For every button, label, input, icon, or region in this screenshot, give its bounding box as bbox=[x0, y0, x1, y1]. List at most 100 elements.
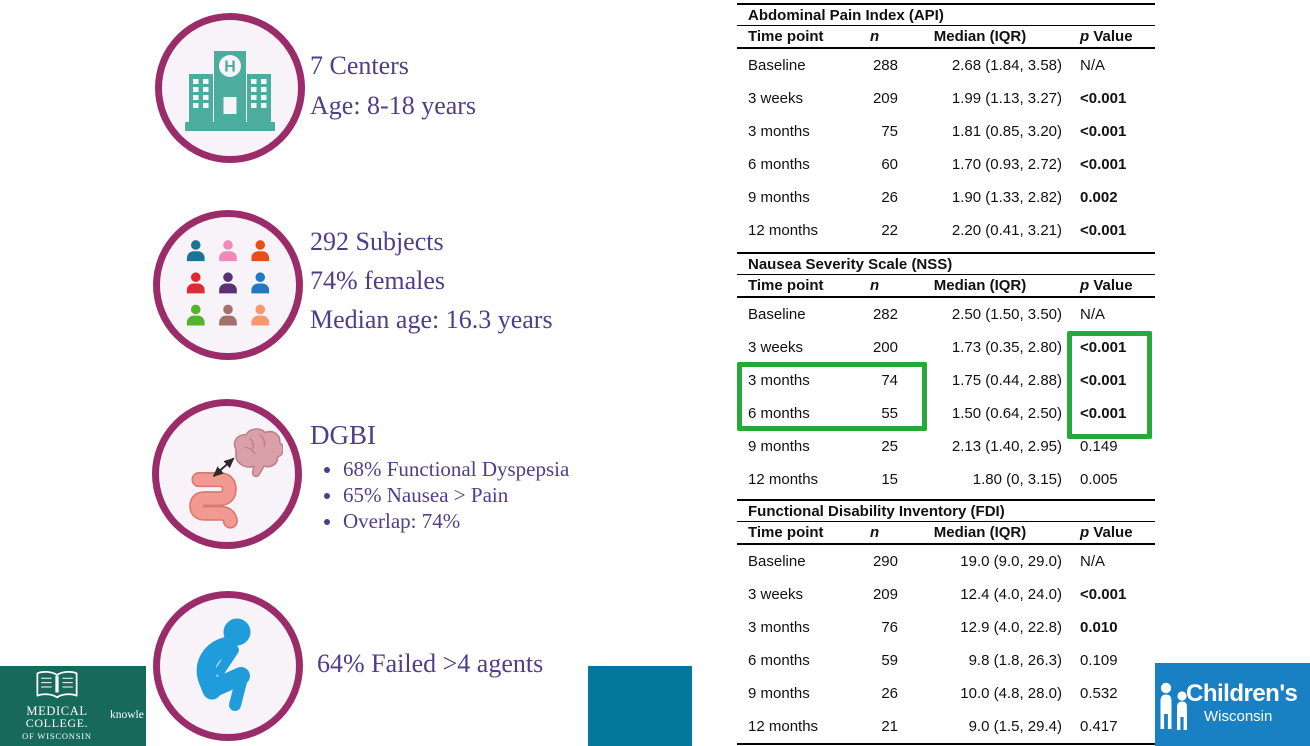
cell-time-point: 3 months bbox=[748, 372, 810, 389]
table-header-row: Time point n Median (IQR) p Value bbox=[737, 275, 1155, 298]
dgbi-text-block: DGBI 68% Functional Dyspepsia 65% Nausea… bbox=[310, 420, 569, 534]
childrens-wisconsin-logo-block: Children's Wisconsin bbox=[1155, 663, 1310, 746]
column-header-median-iqr: Median (IQR) bbox=[933, 277, 1027, 294]
cell-n: 55 bbox=[881, 405, 898, 422]
cell-p-value: <0.001 bbox=[1080, 156, 1127, 173]
cell-n: 60 bbox=[881, 156, 898, 173]
cell-p-value: <0.001 bbox=[1080, 339, 1127, 356]
median-age: Median age: 16.3 years bbox=[310, 305, 553, 334]
subjects-text-block: 292 Subjects 74% females Median age: 16.… bbox=[310, 222, 553, 339]
column-header-median-iqr: Median (IQR) bbox=[933, 524, 1027, 541]
highlight-box-nss-3-6-month-rows bbox=[737, 362, 927, 431]
cell-n: 26 bbox=[881, 685, 898, 702]
people-grid-icon bbox=[186, 240, 270, 326]
cell-time-point: 3 weeks bbox=[748, 586, 804, 603]
highlight-box-nss-p-values bbox=[1067, 331, 1152, 439]
cell-median-iqr: 2.50 (1.50, 3.50) bbox=[951, 306, 1062, 323]
table-row: 3 months 75 1.81 (0.85, 3.20) <0.001 bbox=[737, 115, 1155, 148]
table-row: 3 weeks 209 12.4 (4.0, 24.0) <0.001 bbox=[737, 578, 1155, 611]
cell-median-iqr: 12.4 (4.0, 24.0) bbox=[960, 586, 1062, 603]
childrens-logo-name: Children's bbox=[1186, 680, 1298, 707]
people-grid-icon-circle bbox=[153, 210, 303, 360]
cell-time-point: 6 months bbox=[748, 652, 810, 669]
cell-n: 21 bbox=[881, 718, 898, 735]
cell-median-iqr: 1.73 (0.35, 2.80) bbox=[951, 339, 1062, 356]
cell-n: 76 bbox=[881, 619, 898, 636]
cell-time-point: 12 months bbox=[748, 222, 819, 239]
cell-n: 25 bbox=[881, 438, 898, 455]
failed-agents: 64% Failed >4 agents bbox=[317, 649, 544, 678]
column-header-p-value: p Value bbox=[1080, 28, 1133, 45]
column-header-median-iqr: Median (IQR) bbox=[933, 28, 1027, 45]
column-header-time-point: Time point bbox=[748, 28, 824, 45]
table-row: 3 weeks 200 1.73 (0.35, 2.80) <0.001 bbox=[737, 331, 1155, 364]
results-tables: Abdominal Pain Index (API) Time point n … bbox=[737, 0, 1155, 746]
failed-agents-text-block: 64% Failed >4 agents bbox=[317, 648, 543, 680]
cell-p-value: <0.001 bbox=[1080, 123, 1127, 140]
table-header-row: Time point n Median (IQR) p Value bbox=[737, 26, 1155, 49]
cell-p-value: <0.001 bbox=[1080, 222, 1127, 239]
cell-time-point: 9 months bbox=[748, 438, 810, 455]
table-row: Baseline 290 19.0 (9.0, 29.0) N/A bbox=[737, 545, 1155, 578]
column-header-time-point: Time point bbox=[748, 524, 824, 541]
cell-n: 200 bbox=[872, 339, 898, 356]
table-row: 6 months 59 9.8 (1.8, 26.3) 0.109 bbox=[737, 644, 1155, 677]
cell-median-iqr: 9.0 (1.5, 29.4) bbox=[968, 718, 1062, 735]
table-row: Baseline 282 2.50 (1.50, 3.50) N/A bbox=[737, 298, 1155, 331]
cell-p-value: 0.532 bbox=[1080, 685, 1118, 702]
table-section: Nausea Severity Scale (NSS) Time point n… bbox=[737, 252, 1155, 496]
crouched-person-icon-circle bbox=[153, 591, 303, 741]
subjects-count: 292 Subjects bbox=[310, 227, 444, 256]
crouched-person-icon bbox=[196, 618, 251, 711]
table-row: 9 months 26 10.0 (4.8, 28.0) 0.532 bbox=[737, 677, 1155, 710]
table-header-row: Time point n Median (IQR) p Value bbox=[737, 522, 1155, 545]
table-rows: Baseline 282 2.50 (1.50, 3.50) N/A 3 weeks 20… bbox=[737, 298, 1155, 496]
table-row: 12 months 22 2.20 (0.41, 3.21) <0.001 bbox=[737, 214, 1155, 247]
dgbi-bullet: Overlap: 74% bbox=[343, 508, 569, 534]
table-row: 6 months 55 1.50 (0.64, 2.50) <0.001 bbox=[737, 397, 1155, 430]
hospital-icon-circle: H bbox=[155, 13, 305, 163]
cell-median-iqr: 2.13 (1.40, 2.95) bbox=[951, 438, 1062, 455]
brain-gut-icon bbox=[189, 428, 283, 529]
dgbi-heading: DGBI bbox=[310, 420, 376, 450]
cell-n: 288 bbox=[872, 57, 898, 74]
cell-p-value: <0.001 bbox=[1080, 90, 1127, 107]
cell-p-value: 0.010 bbox=[1080, 619, 1118, 636]
column-header-p-value: p Value bbox=[1080, 524, 1133, 541]
table-section: Abdominal Pain Index (API) Time point n … bbox=[737, 3, 1155, 247]
brain-gut-icon-circle bbox=[152, 399, 302, 549]
cell-time-point: Baseline bbox=[748, 553, 806, 570]
cell-median-iqr: 1.80 (0, 3.15) bbox=[972, 471, 1062, 488]
cell-median-iqr: 1.75 (0.44, 2.88) bbox=[951, 372, 1062, 389]
cell-time-point: Baseline bbox=[748, 306, 806, 323]
childrens-logo-region: Wisconsin bbox=[1204, 708, 1273, 725]
cell-median-iqr: 2.20 (0.41, 3.21) bbox=[951, 222, 1062, 239]
cell-time-point: 12 months bbox=[748, 471, 819, 488]
dgbi-bullet-list: 68% Functional Dyspepsia 65% Nausea > Pa… bbox=[310, 456, 569, 534]
cell-median-iqr: 1.90 (1.33, 2.82) bbox=[951, 189, 1062, 206]
cell-time-point: Baseline bbox=[748, 57, 806, 74]
cell-p-value: <0.001 bbox=[1080, 586, 1127, 603]
column-header-n: n bbox=[870, 277, 880, 294]
cell-median-iqr: 2.68 (1.84, 3.58) bbox=[951, 57, 1062, 74]
cell-time-point: 6 months bbox=[748, 156, 810, 173]
cell-p-value: <0.001 bbox=[1080, 372, 1127, 389]
cell-time-point: 9 months bbox=[748, 685, 810, 702]
brain-gut-arrow bbox=[212, 457, 235, 477]
cell-p-value: 0.149 bbox=[1080, 438, 1118, 455]
cell-median-iqr: 12.9 (4.0, 22.8) bbox=[960, 619, 1062, 636]
cell-time-point: 6 months bbox=[748, 405, 810, 422]
children-silhouettes-icon bbox=[1160, 682, 1187, 730]
hospital-icon: H bbox=[185, 51, 275, 131]
table-row: 9 months 25 2.13 (1.40, 2.95) 0.149 bbox=[737, 430, 1155, 463]
cell-n: 74 bbox=[881, 372, 898, 389]
cell-median-iqr: 9.8 (1.8, 26.3) bbox=[968, 652, 1062, 669]
centers-text-block: 7 Centers Age: 8-18 years bbox=[310, 46, 476, 126]
cell-time-point: 3 weeks bbox=[748, 90, 804, 107]
cell-p-value: 0.109 bbox=[1080, 652, 1118, 669]
table-row: 6 months 60 1.70 (0.93, 2.72) <0.001 bbox=[737, 148, 1155, 181]
column-header-n: n bbox=[870, 524, 880, 541]
cell-median-iqr: 10.0 (4.8, 28.0) bbox=[960, 685, 1062, 702]
mcw-wordmark: MEDICAL COLLEGE. OF WISCONSIN bbox=[0, 705, 114, 742]
